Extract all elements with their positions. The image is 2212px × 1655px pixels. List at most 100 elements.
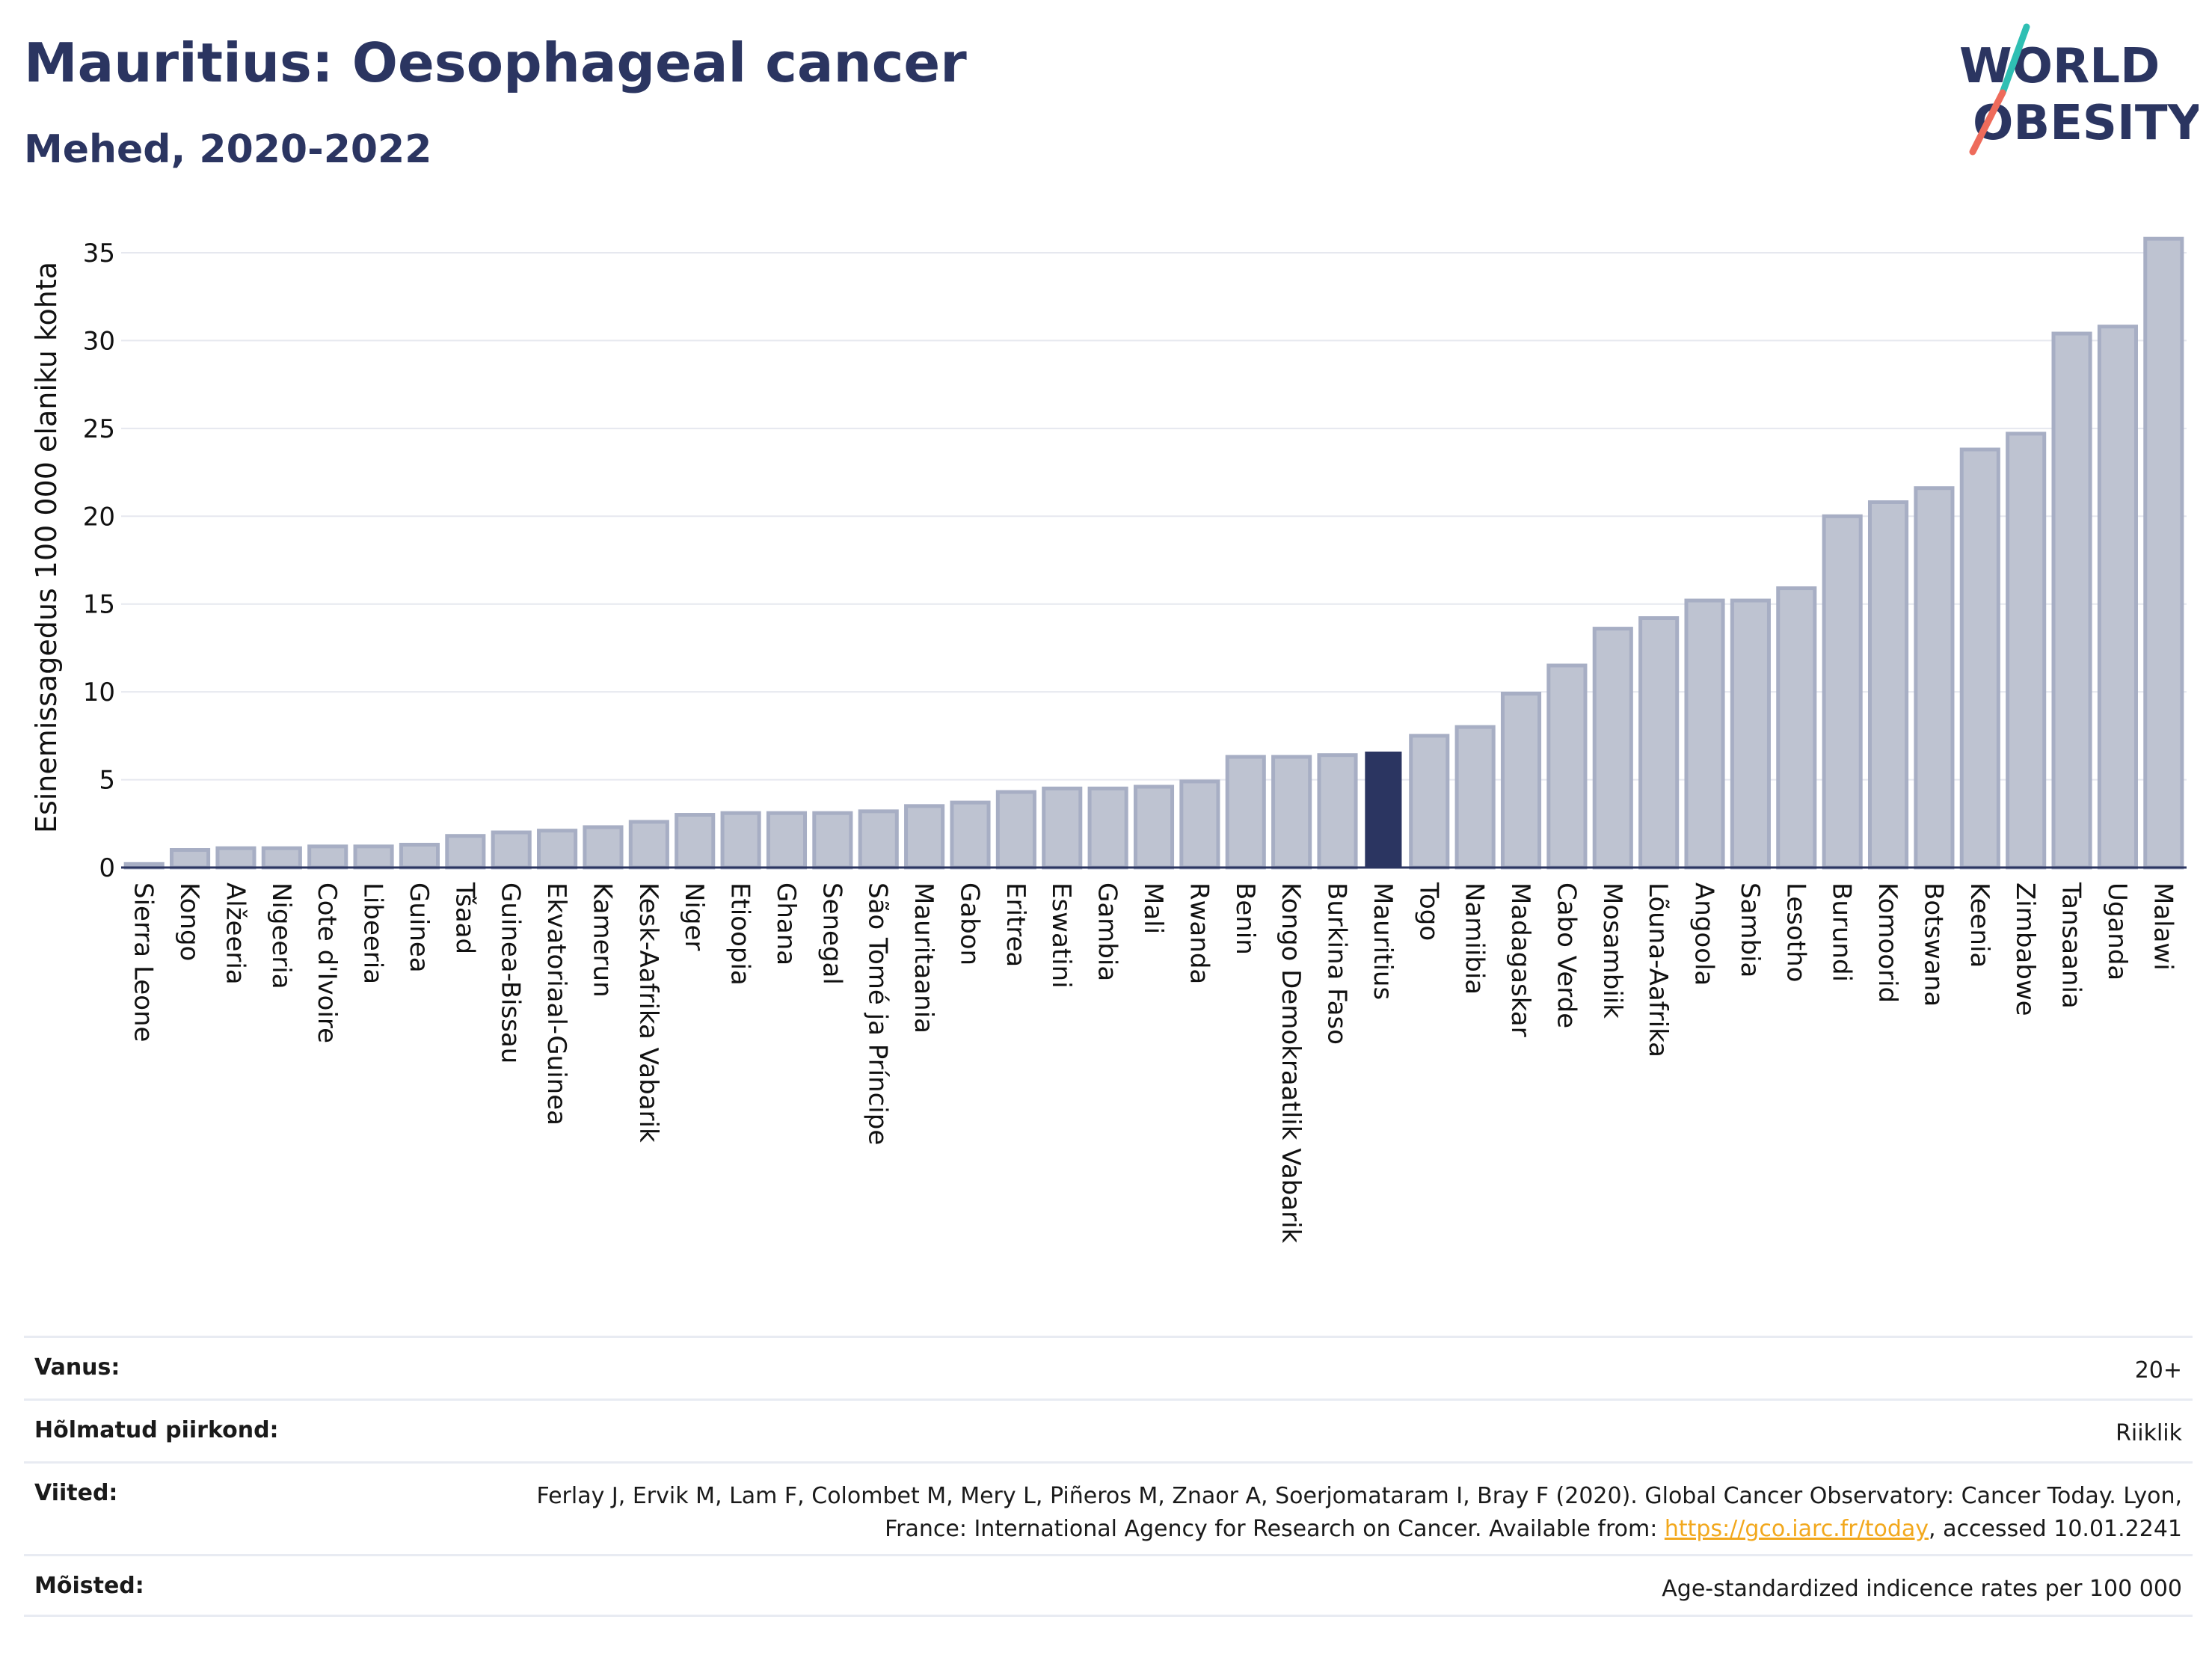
bar — [1409, 734, 1450, 870]
bar — [1087, 786, 1128, 870]
x-tick-label: Angoola — [1689, 882, 1719, 986]
x-tick-label: Niger — [679, 882, 709, 951]
bar — [1822, 514, 1863, 870]
x-tick-label: Zimbabwe — [2010, 882, 2040, 1016]
bar — [628, 820, 669, 870]
x-tick-label: Alžeeria — [220, 882, 250, 985]
bar — [1042, 786, 1083, 870]
bar — [2097, 325, 2138, 870]
bar — [1592, 627, 1633, 870]
x-tick-label: Madagaskar — [1505, 882, 1535, 1037]
age-label: Vanus: — [34, 1354, 120, 1381]
references-value: Ferlay J, Ervik M, Lam F, Colombet M, Me… — [462, 1480, 2182, 1546]
x-tick-label: Tansaania — [2056, 882, 2086, 1009]
bar — [261, 846, 302, 870]
bar-chart: 0 5 10 15 20 25 30 35 Sierra Leone Kongo Alžeeria… — [83, 236, 2187, 1244]
x-tick-label: Kongo — [174, 882, 204, 961]
bar — [950, 800, 991, 870]
x-tick-label: Komoorid — [1872, 882, 1902, 1003]
x-tick-label: Guinea — [404, 882, 434, 973]
x-tick-label: Kamerun — [587, 882, 617, 998]
metadata-table: Vanus: 20+ Hõlmatud piirkond: Riiklik Vi… — [24, 1336, 2193, 1617]
x-tick-label: Sambia — [1735, 882, 1765, 977]
bar — [353, 844, 394, 870]
y-tick-label: 35 — [83, 239, 115, 268]
region-value: Riiklik — [2116, 1420, 2182, 1446]
x-tick-label: Togo — [1413, 882, 1443, 941]
bar — [170, 848, 211, 870]
bar — [537, 829, 578, 870]
x-tick-label: Botswana — [1918, 882, 1948, 1007]
x-tick-label: Mali — [1138, 882, 1168, 934]
chart-title: Mauritius: Oesophageal cancer — [24, 31, 967, 94]
bar — [1730, 598, 1771, 870]
x-tick-label: Malawi — [2148, 882, 2178, 971]
bar — [720, 811, 761, 870]
world-obesity-logo: WORLD OBESITY — [1959, 23, 2199, 156]
meta-row-references: Viited: Ferlay J, Ervik M, Lam F, Colomb… — [24, 1461, 2193, 1554]
x-tick-label: Gabon — [954, 882, 984, 965]
bar — [1317, 753, 1358, 870]
bar — [2143, 236, 2184, 870]
bar — [2051, 331, 2092, 870]
x-tick-label: Senegal — [817, 882, 847, 985]
bar — [2006, 432, 2047, 870]
meta-row-age: Vanus: 20+ — [24, 1336, 2193, 1398]
bar-highlight — [1365, 751, 1402, 868]
bar — [1546, 663, 1588, 870]
bar — [1500, 691, 1542, 870]
x-tick-label: Burundi — [1827, 882, 1857, 982]
bars — [123, 236, 2184, 870]
bar — [904, 804, 945, 870]
bar — [1959, 447, 2000, 870]
y-tick-label: 20 — [83, 502, 115, 532]
definitions-label: Mõisted: — [34, 1573, 144, 1599]
x-tick-label: Mosambiik — [1597, 882, 1627, 1019]
bar — [1867, 500, 1909, 870]
bar — [812, 811, 853, 870]
references-text-after: , accessed 10.01.2241 — [1929, 1516, 2182, 1542]
x-tick-label: Ghana — [771, 882, 801, 965]
bar — [491, 830, 532, 870]
y-tick-label: 25 — [83, 414, 115, 444]
chart-subtitle: Mehed, 2020-2022 — [24, 127, 432, 172]
bar — [307, 844, 348, 870]
bar — [995, 790, 1036, 870]
bar — [1684, 598, 1725, 870]
x-tick-label: Ekvatoriaal-Guinea — [541, 882, 571, 1126]
logo-line2: OBESITY — [1973, 96, 2199, 151]
x-tick-label: Kongo Demokraatlik Vabarik — [1276, 882, 1306, 1244]
logo-slash-coral — [1969, 89, 2006, 156]
y-tick-label: 15 — [83, 590, 115, 620]
y-tick-label: 5 — [99, 766, 115, 796]
bar — [1179, 779, 1220, 870]
bar — [215, 846, 256, 870]
y-tick-label: 30 — [83, 326, 115, 356]
references-text: Ferlay J, Ervik M, Lam F, Colombet M, Me… — [536, 1483, 2182, 1542]
logo-line1: WORLD — [1959, 39, 2160, 94]
y-tick-label: 0 — [99, 853, 115, 883]
x-axis-labels: Sierra Leone Kongo Alžeeria Nigeeria Cote d'… — [129, 882, 2178, 1244]
bar — [1638, 616, 1680, 870]
x-tick-label: Kesk-Aafrika Vabarik — [633, 882, 663, 1143]
x-tick-label: Rwanda — [1184, 882, 1214, 984]
y-axis-ticks: 0 5 10 15 20 25 30 35 — [83, 239, 115, 883]
logo-slash-teal — [1999, 23, 2030, 96]
x-tick-label: Tšaad — [449, 882, 479, 954]
x-tick-label: Eswatini — [1046, 882, 1076, 989]
x-tick-label: Namiibia — [1460, 882, 1490, 995]
bar — [1914, 486, 1955, 870]
bar — [1133, 784, 1175, 870]
bar — [1225, 755, 1266, 870]
bar — [445, 834, 486, 870]
x-tick-label: Lesotho — [1781, 882, 1810, 982]
definitions-value: Age-standardized indicence rates per 100… — [1662, 1576, 2182, 1602]
x-tick-label: Etioopia — [725, 882, 755, 986]
x-tick-label: Guinea-Bissau — [496, 882, 526, 1063]
x-tick-label: Burkina Faso — [1322, 882, 1352, 1045]
bar — [858, 809, 899, 870]
y-axis-label: Esinemissagedus 100 000 elaniku kohta — [30, 261, 63, 834]
x-tick-label: Mauritaania — [909, 882, 938, 1034]
references-link[interactable]: https://gco.iarc.fr/today — [1664, 1516, 1929, 1542]
x-tick-label: Mauritius — [1368, 882, 1398, 1000]
